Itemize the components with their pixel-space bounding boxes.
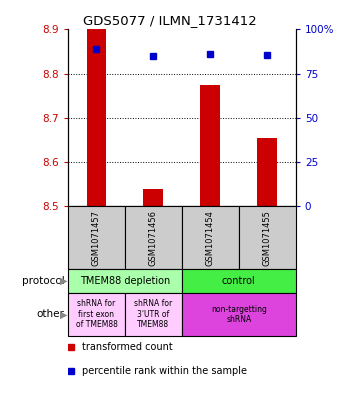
Bar xyxy=(257,138,277,206)
Text: transformed count: transformed count xyxy=(82,342,172,352)
Text: shRNA for
3'UTR of
TMEM88: shRNA for 3'UTR of TMEM88 xyxy=(134,299,172,329)
Bar xyxy=(125,206,182,269)
Text: GSM1071454: GSM1071454 xyxy=(206,210,215,266)
Text: non-targetting
shRNA: non-targetting shRNA xyxy=(211,305,267,324)
Text: protocol: protocol xyxy=(22,276,65,286)
Bar xyxy=(86,29,106,206)
Text: ▶: ▶ xyxy=(60,309,68,320)
Bar xyxy=(68,206,125,269)
Bar xyxy=(182,293,296,336)
Text: shRNA for
first exon
of TMEM88: shRNA for first exon of TMEM88 xyxy=(75,299,117,329)
Text: GDS5077 / ILMN_1731412: GDS5077 / ILMN_1731412 xyxy=(83,14,257,27)
Text: percentile rank within the sample: percentile rank within the sample xyxy=(82,366,246,376)
Bar xyxy=(68,269,182,293)
Bar xyxy=(125,293,182,336)
Bar xyxy=(182,269,296,293)
Bar xyxy=(68,293,125,336)
Bar xyxy=(200,85,220,206)
Text: TMEM88 depletion: TMEM88 depletion xyxy=(80,276,170,286)
Text: GSM1071457: GSM1071457 xyxy=(92,210,101,266)
Text: control: control xyxy=(222,276,256,286)
Bar xyxy=(239,206,296,269)
Text: GSM1071455: GSM1071455 xyxy=(263,210,272,266)
Bar xyxy=(143,189,164,206)
Text: other: other xyxy=(37,309,65,320)
Bar xyxy=(182,206,239,269)
Text: GSM1071456: GSM1071456 xyxy=(149,210,158,266)
Text: ▶: ▶ xyxy=(60,276,68,286)
